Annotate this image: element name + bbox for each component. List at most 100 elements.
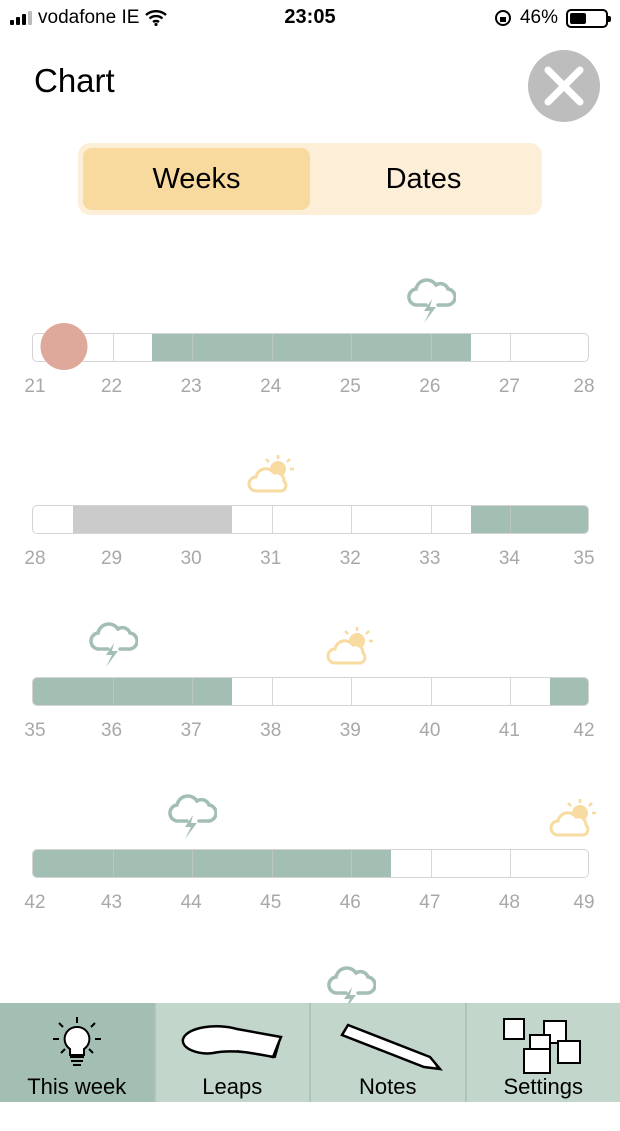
week-track [32, 849, 589, 878]
tab-leaps[interactable]: Leaps [156, 1003, 312, 1102]
active-range [152, 334, 470, 361]
rotation-lock-icon [494, 9, 512, 27]
week-tick-label: 37 [181, 720, 202, 742]
week-tick-label: 28 [24, 548, 45, 570]
week-tick-label: 35 [573, 548, 594, 570]
week-divider [510, 334, 511, 361]
week-divider [272, 334, 273, 361]
active-range [471, 506, 589, 533]
week-track [32, 677, 589, 706]
week-tick-label: 21 [24, 376, 45, 398]
week-tick-label: 42 [573, 720, 594, 742]
week-divider [192, 506, 193, 533]
active-range [33, 850, 391, 877]
week-tick-label: 36 [101, 720, 122, 742]
week-tick-label: 43 [101, 892, 122, 914]
close-icon [528, 50, 600, 122]
week-divider [510, 850, 511, 877]
view-segmented-control: Weeks Dates [78, 143, 542, 215]
page-title: Chart [34, 62, 115, 100]
close-button[interactable] [528, 50, 600, 122]
week-row: 21 22 23 24 25 26 27 28 [0, 271, 620, 443]
week-tick-label: 23 [181, 376, 202, 398]
week-tick-label: 46 [340, 892, 361, 914]
week-tick-label: 44 [181, 892, 202, 914]
week-tick-label: 27 [499, 376, 520, 398]
week-divider [431, 334, 432, 361]
week-divider [113, 334, 114, 361]
current-week-marker[interactable] [40, 323, 87, 370]
week-divider [272, 678, 273, 705]
week-divider [272, 506, 273, 533]
pencil-icon [328, 1013, 448, 1075]
battery-percent: 46% [520, 7, 558, 29]
week-divider [351, 678, 352, 705]
tab-notes[interactable]: Notes [311, 1003, 467, 1102]
week-divider [431, 850, 432, 877]
week-divider [431, 678, 432, 705]
week-tick-label: 32 [340, 548, 361, 570]
week-tick-label: 29 [101, 548, 122, 570]
tab-label: Leaps [156, 1074, 310, 1100]
sun-cloud-icon[interactable] [548, 795, 598, 844]
week-divider [351, 334, 352, 361]
segment-dates[interactable]: Dates [310, 148, 537, 210]
week-tick-label: 47 [419, 892, 440, 914]
week-tick-label: 35 [24, 720, 45, 742]
week-row: 42 43 44 45 46 47 48 49 [0, 787, 620, 959]
week-tick-label: 38 [260, 720, 281, 742]
week-tick-label: 41 [499, 720, 520, 742]
tab-settings[interactable]: Settings [467, 1003, 620, 1102]
week-tick-label: 26 [419, 376, 440, 398]
week-divider [192, 334, 193, 361]
blocks-icon [498, 1013, 588, 1075]
tab-label: This week [0, 1074, 154, 1100]
week-divider [431, 506, 432, 533]
storm-cloud-icon[interactable] [86, 619, 138, 672]
week-divider [113, 678, 114, 705]
week-divider [113, 850, 114, 877]
week-row: 35 36 37 38 39 40 41 42 [0, 615, 620, 787]
week-tick-label: 24 [260, 376, 281, 398]
week-tick-label: 22 [101, 376, 122, 398]
week-tick-label: 33 [419, 548, 440, 570]
segment-weeks[interactable]: Weeks [83, 148, 310, 210]
week-tick-label: 30 [181, 548, 202, 570]
week-divider [272, 850, 273, 877]
week-row: 28 29 30 31 32 33 34 35 [0, 443, 620, 615]
week-divider [192, 678, 193, 705]
week-divider [510, 506, 511, 533]
week-divider [192, 850, 193, 877]
week-tick-label: 49 [573, 892, 594, 914]
storm-cloud-icon[interactable] [404, 275, 456, 328]
week-divider [351, 506, 352, 533]
week-tick-label: 45 [260, 892, 281, 914]
week-tick-label: 48 [499, 892, 520, 914]
sun-cloud-icon[interactable] [246, 451, 296, 500]
book-icon [177, 1013, 287, 1075]
inactive-range [73, 506, 232, 533]
active-range [33, 678, 232, 705]
tab-this-week[interactable]: This week [0, 1003, 156, 1102]
active-range [550, 678, 589, 705]
week-tick-label: 28 [573, 376, 594, 398]
status-bar: vodafone IE 23:05 46% [0, 0, 620, 36]
week-tick-label: 34 [499, 548, 520, 570]
week-tick-label: 40 [419, 720, 440, 742]
week-divider [351, 850, 352, 877]
week-divider [113, 506, 114, 533]
tab-bar: This week Leaps Notes Settings [0, 1003, 620, 1102]
tab-label: Settings [467, 1074, 620, 1100]
week-tick-label: 25 [340, 376, 361, 398]
week-track [32, 505, 589, 534]
week-track [32, 333, 589, 362]
tab-label: Notes [311, 1074, 465, 1100]
battery-icon [566, 9, 608, 28]
week-tick-label: 39 [340, 720, 361, 742]
sun-cloud-icon[interactable] [325, 623, 375, 672]
lightbulb-icon [47, 1013, 107, 1075]
week-divider [510, 678, 511, 705]
storm-cloud-icon[interactable] [165, 791, 217, 844]
week-tick-label: 42 [24, 892, 45, 914]
week-tick-label: 31 [260, 548, 281, 570]
